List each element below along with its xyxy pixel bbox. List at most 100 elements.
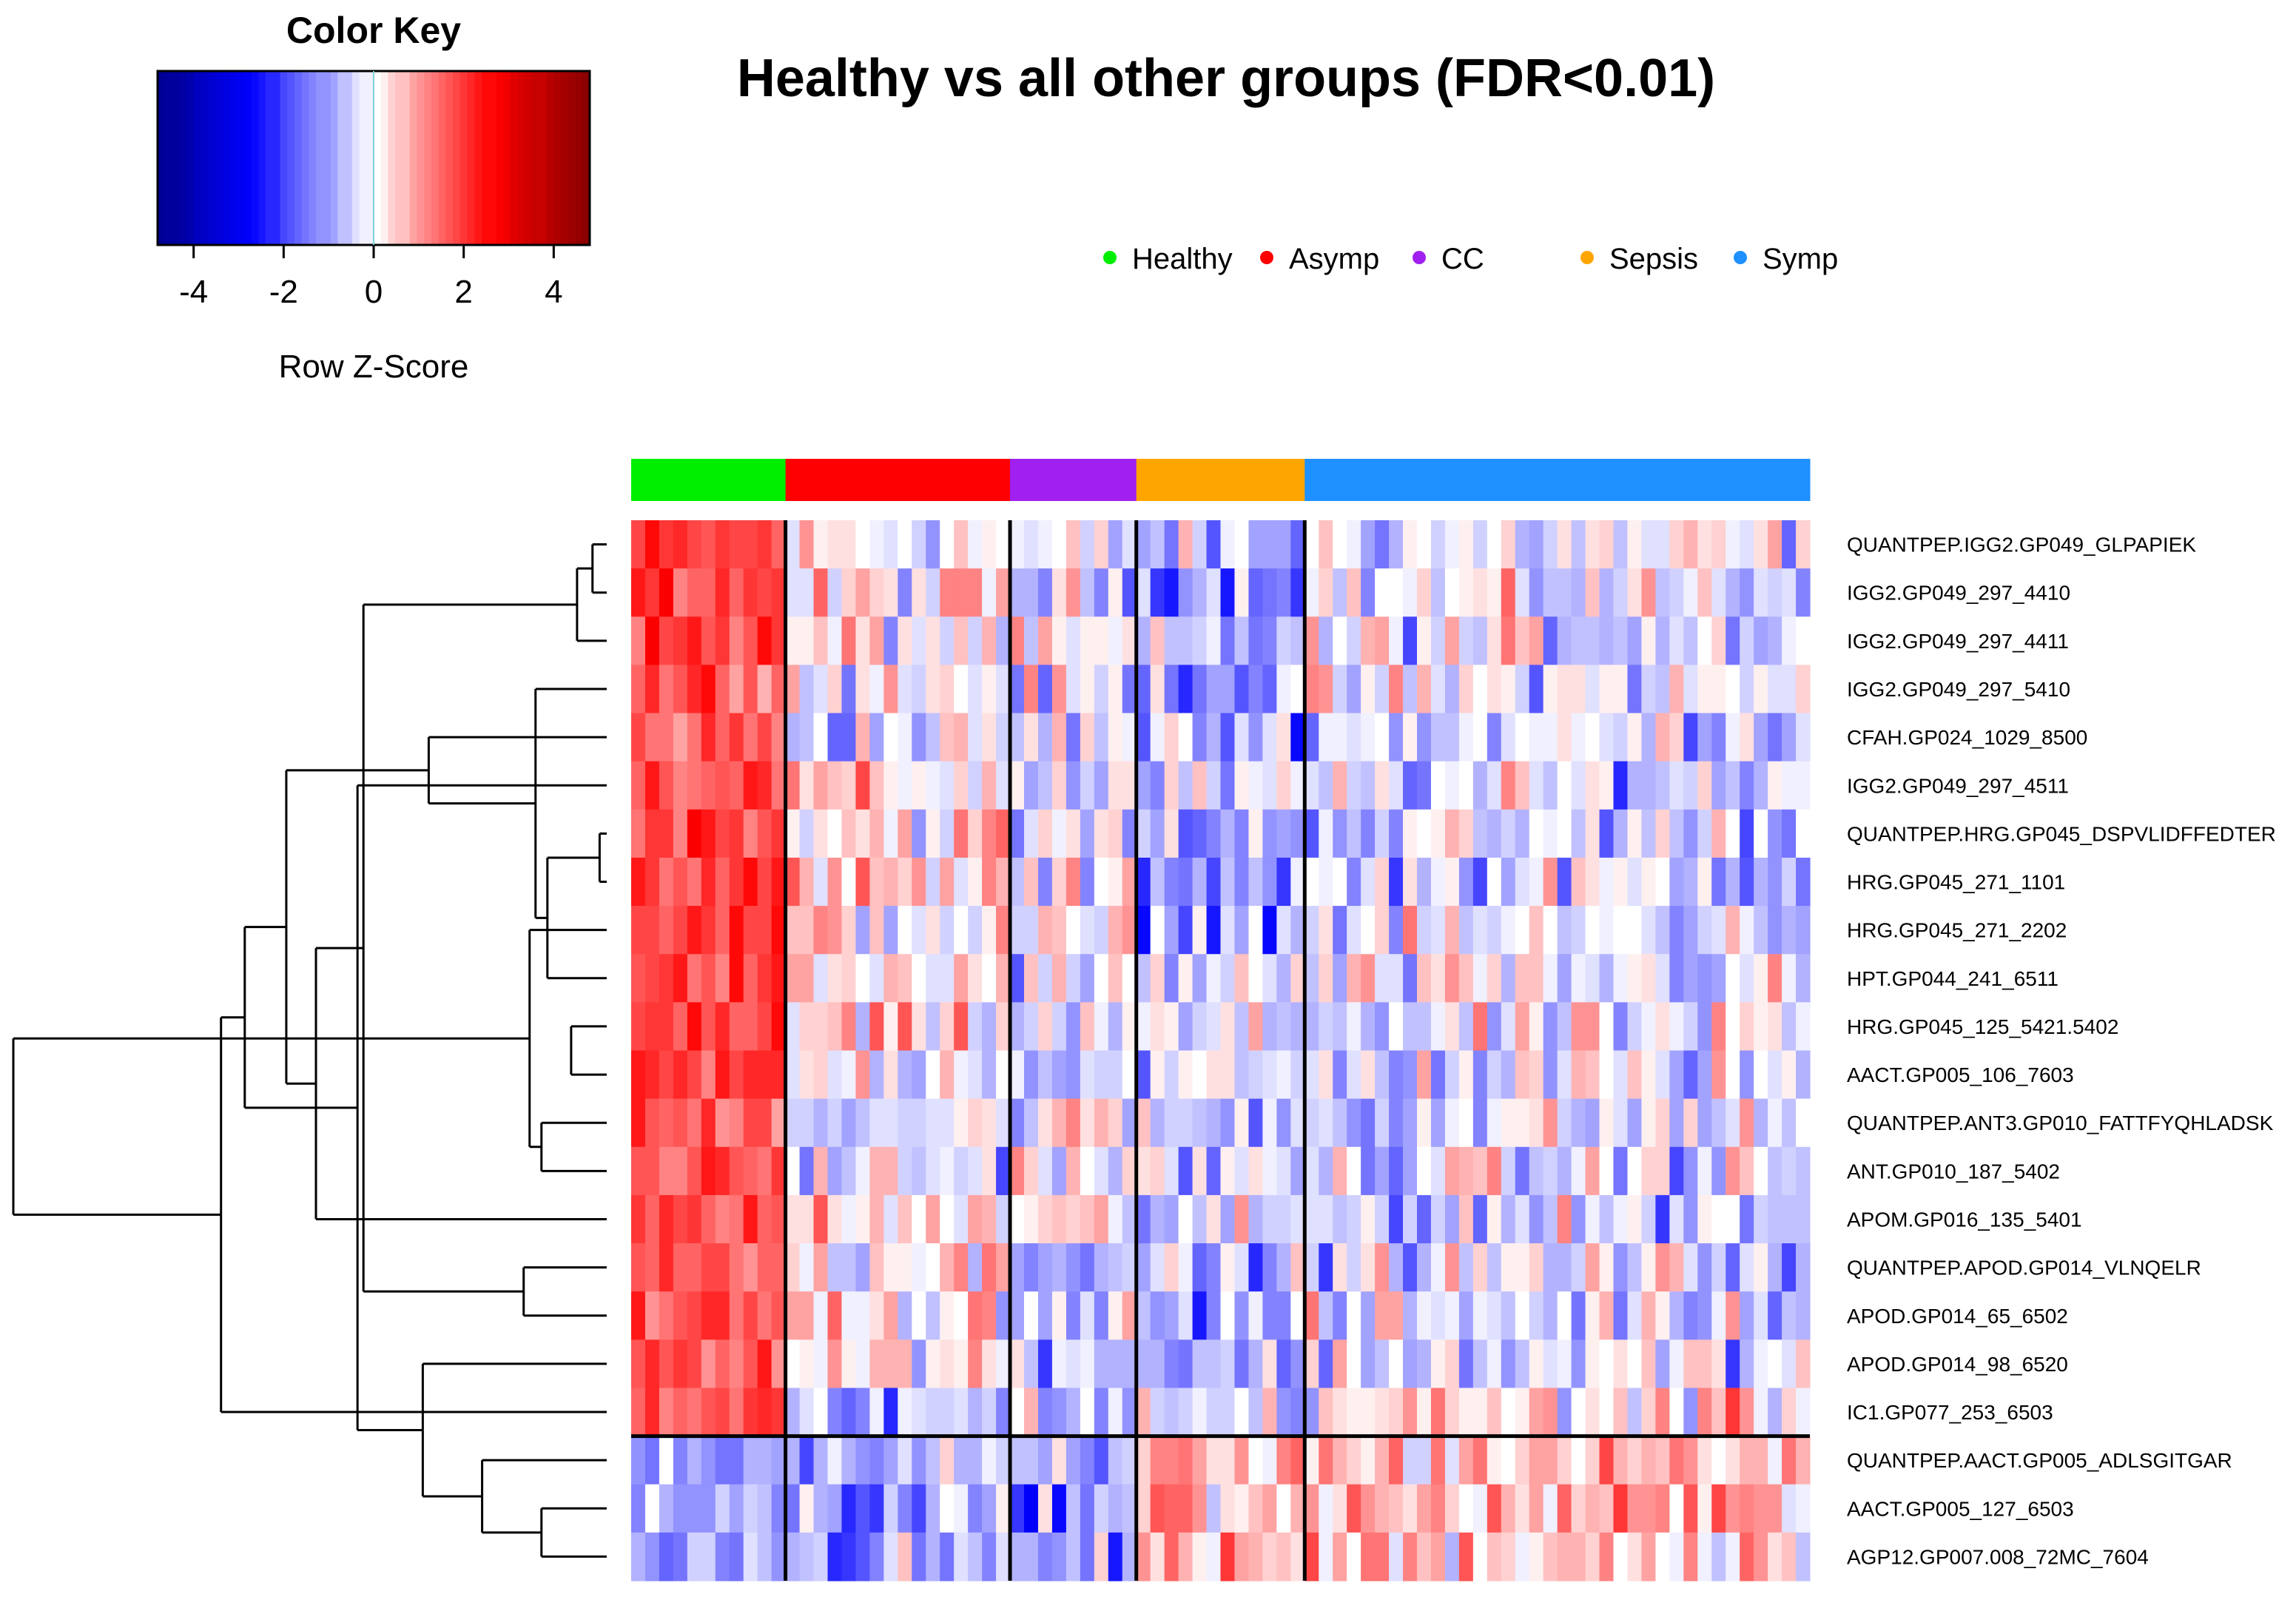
- heatmap-cell: [827, 1339, 843, 1389]
- heatmap-cell: [1754, 1050, 1768, 1100]
- heatmap-cell: [1655, 954, 1670, 1003]
- heatmap-cell: [1697, 906, 1712, 955]
- heatmap-cell: [813, 1194, 829, 1244]
- heatmap-cell: [743, 954, 758, 1003]
- heatmap-cell: [1613, 1388, 1629, 1437]
- heatmap-cell: [841, 1436, 857, 1485]
- heatmap-cell: [1726, 665, 1740, 714]
- heatmap-cell: [1641, 906, 1656, 955]
- heatmap-cell: [940, 1050, 955, 1100]
- heatmap-cell: [1641, 713, 1656, 762]
- heatmap-cell: [1627, 713, 1643, 762]
- heatmap-cell: [841, 713, 857, 762]
- heatmap-cell: [912, 1388, 926, 1437]
- heatmap-cell: [1417, 761, 1432, 810]
- heatmap-cell: [1599, 1146, 1615, 1196]
- heatmap-cell: [1065, 1388, 1081, 1437]
- heatmap-cell: [1361, 713, 1376, 762]
- heatmap-cell: [926, 1388, 940, 1437]
- heatmap-cell: [1543, 1050, 1558, 1100]
- heatmap-cell: [1290, 1532, 1305, 1581]
- heatmap-cell: [926, 1339, 940, 1389]
- heatmap-cell: [1655, 1002, 1670, 1052]
- heatmap-cell: [1304, 954, 1319, 1003]
- heatmap-cell: [1613, 906, 1629, 955]
- heatmap-cell: [1585, 906, 1600, 955]
- heatmap-cell: [1094, 761, 1109, 810]
- heatmap-cell: [1613, 1291, 1629, 1340]
- heatmap-cell: [1290, 1484, 1305, 1533]
- heatmap-cell: [1206, 1243, 1222, 1292]
- heatmap-cell: [1740, 1002, 1754, 1052]
- color-key-segment: [424, 71, 432, 245]
- heatmap-cell: [1024, 857, 1039, 907]
- heatmap-cell: [1768, 1146, 1782, 1196]
- heatmap-cell: [1080, 713, 1095, 762]
- heatmap-cell: [1094, 568, 1109, 617]
- heatmap-cell: [1065, 1339, 1081, 1389]
- heatmap-cell: [644, 1388, 660, 1437]
- heatmap-cell: [729, 1098, 744, 1148]
- heatmap-cell: [982, 761, 997, 810]
- heatmap-cell: [1024, 616, 1039, 666]
- heatmap-cell: [869, 761, 884, 810]
- heatmap-cell: [982, 1436, 997, 1485]
- heatmap-cell: [855, 1388, 870, 1437]
- color-key-segment: [395, 71, 403, 245]
- heatmap-cell: [926, 1050, 940, 1100]
- heatmap-cell: [1361, 1194, 1376, 1244]
- heatmap-cell: [757, 1098, 772, 1148]
- color-key-segment: [201, 71, 209, 245]
- heatmap-cell: [687, 1532, 702, 1581]
- heatmap-cell: [1613, 1146, 1629, 1196]
- heatmap-cell: [743, 1146, 758, 1196]
- heatmap-cell: [1543, 1146, 1558, 1196]
- heatmap-cell: [644, 1436, 660, 1485]
- heatmap-cell: [883, 1194, 898, 1244]
- heatmap-cell: [1051, 857, 1067, 907]
- heatmap-cell: [785, 520, 801, 569]
- heatmap-cell: [1627, 1194, 1643, 1244]
- heatmap-cell: [771, 1146, 787, 1196]
- heatmap-cell: [715, 665, 730, 714]
- heatmap-cell: [1655, 1388, 1670, 1437]
- heatmap-cell: [1024, 809, 1039, 858]
- heatmap-cell: [1613, 520, 1629, 569]
- heatmap-cell: [912, 761, 926, 810]
- heatmap-cell: [771, 568, 787, 617]
- heatmap-cell: [1515, 520, 1530, 569]
- heatmap-cell: [1150, 1388, 1165, 1437]
- heatmap-cell: [883, 665, 898, 714]
- row-label: IGG2.GP049_297_4411: [1847, 630, 2069, 653]
- heatmap-cell: [631, 616, 646, 666]
- heatmap-cell: [1037, 1339, 1053, 1389]
- heatmap-cell: [687, 665, 702, 714]
- heatmap-cell: [1417, 616, 1432, 666]
- heatmap-cell: [1403, 713, 1418, 762]
- heatmap-cell: [1290, 1388, 1305, 1437]
- heatmap-cell: [715, 954, 730, 1003]
- heatmap-cell: [1627, 857, 1643, 907]
- heatmap-cell: [1543, 1388, 1558, 1437]
- heatmap-cell: [926, 1243, 940, 1292]
- heatmap-cell: [1501, 857, 1516, 907]
- heatmap-cell: [729, 1146, 744, 1196]
- heatmap-cell: [1585, 809, 1600, 858]
- heatmap-cell: [1347, 1291, 1361, 1340]
- heatmap-cell: [1627, 954, 1643, 1003]
- heatmap-cell: [1304, 713, 1319, 762]
- heatmap-cell: [1024, 1339, 1039, 1389]
- heatmap-cell: [926, 1291, 940, 1340]
- heatmap-cell: [631, 568, 646, 617]
- heatmap-cell: [940, 568, 955, 617]
- heatmap-cell: [1529, 665, 1544, 714]
- heatmap-cell: [1515, 713, 1530, 762]
- heatmap-cell: [1010, 809, 1025, 858]
- heatmap-cell: [757, 1291, 772, 1340]
- heatmap-cell: [1515, 1484, 1530, 1533]
- heatmap-cell: [1501, 1484, 1516, 1533]
- heatmap-cell: [827, 857, 843, 907]
- heatmap-cell: [1164, 568, 1179, 617]
- heatmap-cell: [1347, 1098, 1361, 1148]
- heatmap-cell: [1248, 1532, 1263, 1581]
